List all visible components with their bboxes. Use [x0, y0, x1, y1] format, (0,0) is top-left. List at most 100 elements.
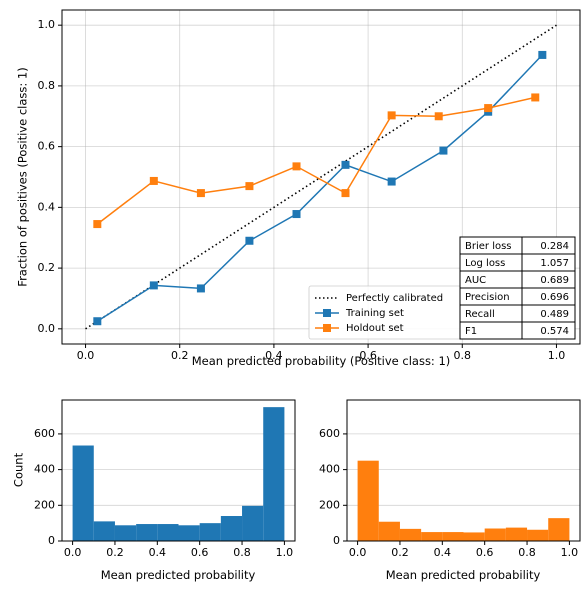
- training-histogram-x-tick-label: 0.0: [64, 546, 82, 559]
- perfect-calibration-line: [85, 24, 557, 330]
- training-point: [292, 210, 301, 219]
- training-histogram-x-tick-label: 0.8: [233, 546, 251, 559]
- main-x-tick-label: 1.0: [548, 349, 566, 362]
- training-line: [96, 54, 543, 322]
- holdout-histogram-bar: [357, 460, 379, 541]
- training-point: [387, 177, 396, 186]
- legend: Perfectly calibrated Training set Holdou…: [308, 285, 462, 340]
- legend-train-label: Training set: [345, 308, 404, 319]
- holdout-histogram-bar: [463, 532, 485, 541]
- training-histogram-x-tick-label: 0.6: [191, 546, 209, 559]
- metrics-value-cell: [521, 321, 576, 340]
- training-point: [245, 236, 254, 245]
- holdout-point: [531, 93, 540, 102]
- holdout-histogram-y-tick-label: 200: [319, 498, 340, 511]
- holdout-point: [292, 162, 301, 171]
- training-histogram-y-tick-label: 400: [34, 463, 55, 476]
- training-histogram-bar: [114, 525, 137, 541]
- main-y-axis-label: Fraction of positives (Positive class: 1…: [16, 67, 30, 286]
- calibration-plot: 0.0 0.2 0.4 0.6 0.8 1.0 0.0 0.2 0.4 0.6 0.8 1.0 Me…: [16, 9, 581, 368]
- holdout-histogram-y-tick-label: 0: [333, 534, 340, 547]
- main-y-ticks: 0.0 0.2 0.4 0.6 0.8 1.0: [38, 18, 62, 335]
- metrics-name-label: Recall: [465, 309, 495, 320]
- holdout-histogram-x-tick-label: 0.6: [476, 546, 494, 559]
- metrics-name-label: Log loss: [465, 258, 505, 269]
- holdout-histogram-bar: [527, 529, 549, 541]
- training-point: [538, 50, 547, 59]
- holdout-histogram-bar: [505, 527, 528, 541]
- metrics-name-label: AUC: [465, 275, 486, 286]
- metrics-table: Brier loss 0.284 Log loss 1.057 AUC 0.689 Prec…: [459, 236, 576, 340]
- legend-holdout-label: Holdout set: [346, 323, 404, 334]
- metrics-value-label: 0.574: [540, 326, 569, 337]
- main-plot-frame: [61, 9, 581, 345]
- holdout-histogram-bar: [421, 532, 443, 541]
- holdout-histogram-bar: [378, 521, 400, 541]
- holdout-histogram-bar: [548, 518, 570, 541]
- training-histogram-bar: [242, 505, 264, 541]
- main-x-tick-label: 0.2: [171, 349, 189, 362]
- main-x-tick-label: 0.8: [454, 349, 472, 362]
- holdout-histogram-x-tick-label: 0.8: [518, 546, 536, 559]
- training-histogram-bar: [199, 523, 221, 541]
- holdout-point: [434, 112, 443, 121]
- holdout-point: [149, 176, 158, 185]
- main-y-tick-label: 0.0: [38, 322, 56, 335]
- holdout-point: [387, 111, 396, 120]
- holdout-histogram-y-tick-label: 600: [319, 427, 340, 440]
- perfect-calibration-segment: [85, 24, 557, 330]
- training-point: [439, 146, 448, 155]
- training-histogram-bar: [178, 525, 200, 541]
- holdout-series: [93, 93, 540, 229]
- metrics-value-label: 0.696: [540, 292, 569, 303]
- holdout-histogram: 0.0 0.2 0.4 0.6 0.8 1.0 0 200 400 600 Mean predi…: [319, 399, 581, 582]
- holdout-histogram-x-ticks: 0.0 0.2 0.4 0.6 0.8 1.0: [349, 541, 578, 559]
- holdout-histogram-x-tick-label: 1.0: [561, 546, 579, 559]
- training-histogram-x-tick-label: 0.4: [149, 546, 167, 559]
- training-histogram-bar: [220, 516, 243, 541]
- training-histogram-bar: [136, 524, 158, 541]
- legend-holdout-marker: [323, 324, 331, 332]
- training-histogram-y-tick-label: 200: [34, 498, 55, 511]
- training-point: [196, 284, 205, 293]
- main-y-tick-label: 0.8: [38, 79, 56, 92]
- legend-train-marker: [323, 309, 331, 317]
- metrics-value-label: 0.689: [540, 275, 569, 286]
- main-x-axis-label: Mean predicted probability (Positive cla…: [192, 354, 451, 368]
- training-histogram-x-tick-label: 0.2: [106, 546, 124, 559]
- training-histogram-x-label: Mean predicted probability: [101, 568, 256, 582]
- training-histogram-bar: [72, 445, 94, 541]
- holdout-histogram-bar: [442, 532, 464, 541]
- metrics-value-label: 0.284: [540, 241, 569, 252]
- main-x-tick-label: 0.0: [77, 349, 95, 362]
- training-histogram-bar: [263, 407, 285, 541]
- metrics-name-label: F1: [465, 326, 477, 337]
- holdout-line: [96, 96, 536, 225]
- training-histogram-x-tick-label: 1.0: [276, 546, 294, 559]
- metrics-name-label: Precision: [465, 292, 510, 303]
- holdout-histogram-bar: [399, 528, 422, 541]
- main-x-tick-label: 0.6: [359, 349, 377, 362]
- holdout-histogram-x-label: Mean predicted probability: [386, 568, 541, 582]
- metrics-value-label: 1.057: [540, 258, 569, 269]
- training-point: [93, 317, 102, 326]
- main-y-tick-label: 0.6: [38, 140, 56, 153]
- training-point: [341, 160, 350, 169]
- main-x-tick-label: 0.4: [265, 349, 283, 362]
- training-histogram-bar: [93, 521, 115, 541]
- holdout-point: [196, 189, 205, 198]
- holdout-point: [245, 182, 254, 191]
- holdout-histogram-x-tick-label: 0.2: [391, 546, 409, 559]
- training-histogram-y-tick-label: 0: [48, 534, 55, 547]
- training-histogram-y-ticks: 0 200 400 600: [34, 427, 62, 547]
- holdout-histogram-x-tick-label: 0.4: [434, 546, 452, 559]
- holdout-point: [93, 220, 102, 229]
- holdout-histogram-bars: [357, 460, 570, 541]
- training-histogram: 0.0 0.2 0.4 0.6 0.8 1.0 0 200 400 600 Mean predi…: [12, 399, 296, 582]
- holdout-histogram-frame: [346, 399, 581, 542]
- training-histogram-bar: [157, 524, 179, 541]
- main-y-tick-label: 0.2: [38, 261, 56, 274]
- holdout-histogram-x-tick-label: 0.0: [349, 546, 367, 559]
- training-histogram-y-label: Count: [12, 452, 26, 487]
- training-histogram-bars: [72, 407, 285, 541]
